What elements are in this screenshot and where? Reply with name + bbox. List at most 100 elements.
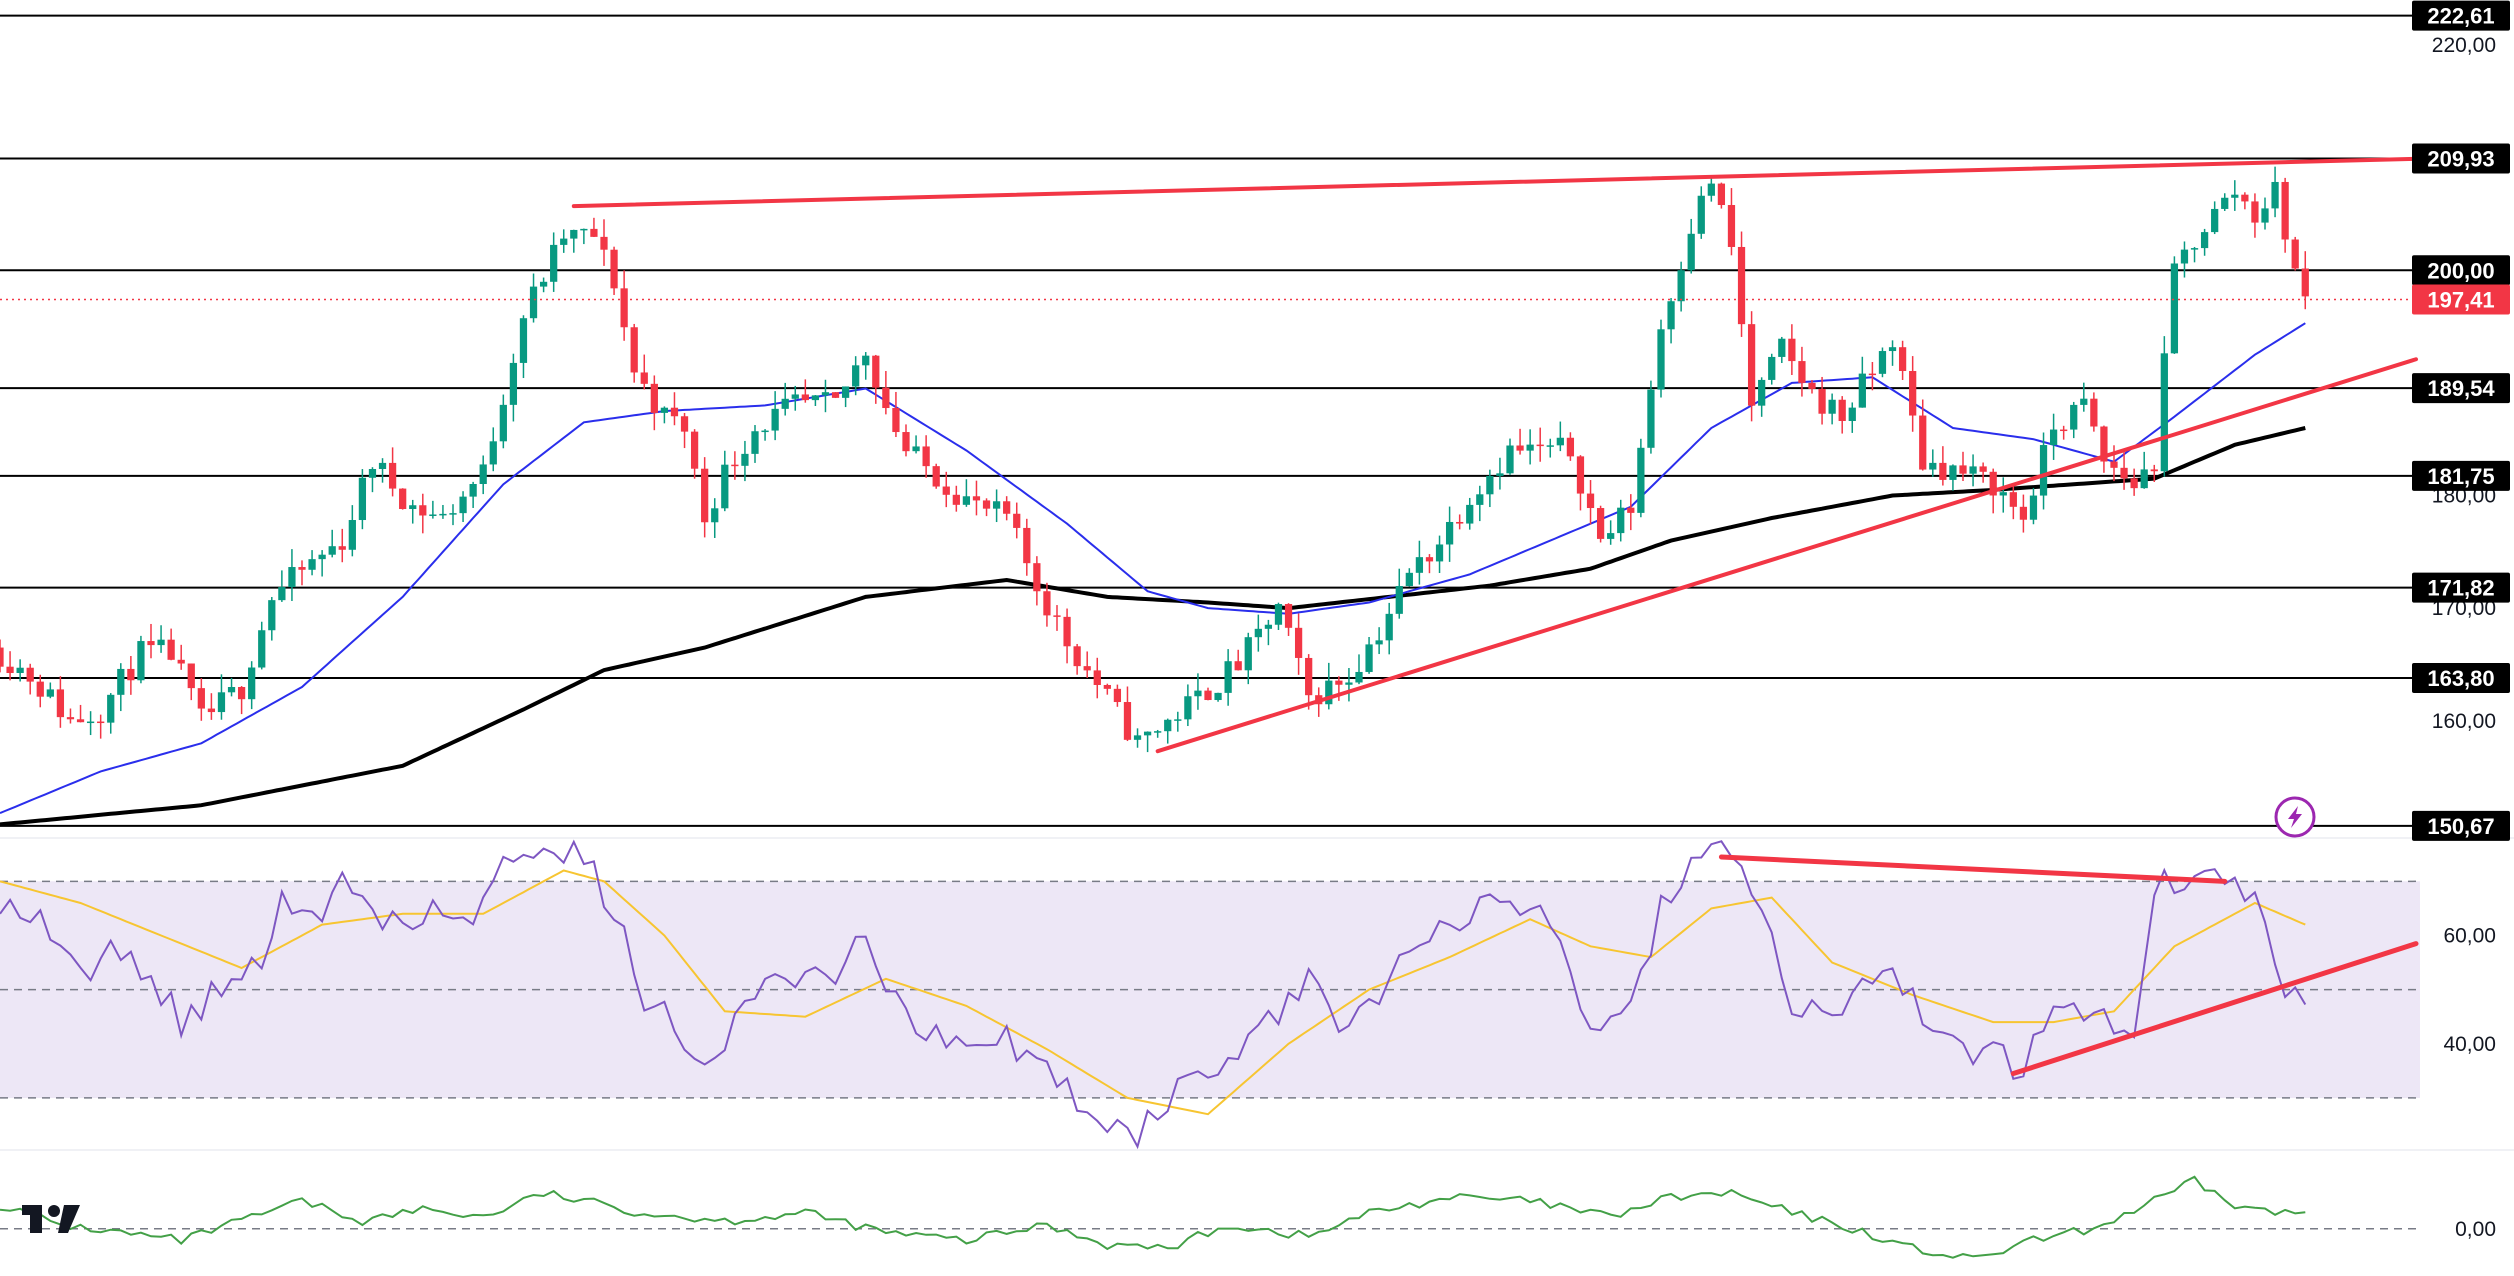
candle-body bbox=[409, 505, 417, 510]
candle bbox=[1365, 636, 1373, 674]
candle bbox=[2049, 413, 2058, 460]
candle-body bbox=[580, 228, 588, 231]
candle-body bbox=[2100, 426, 2108, 462]
candle bbox=[237, 686, 246, 715]
candle bbox=[1003, 496, 1011, 521]
candle bbox=[1576, 455, 1585, 511]
candle bbox=[1345, 668, 1353, 702]
candle bbox=[2100, 425, 2108, 473]
candle-body bbox=[1888, 347, 1897, 352]
candle-body bbox=[1778, 338, 1786, 357]
candle-body bbox=[982, 500, 991, 509]
candle-body bbox=[932, 466, 940, 487]
candle bbox=[1959, 451, 1967, 482]
candle bbox=[912, 435, 920, 454]
badge-background bbox=[2412, 255, 2510, 286]
candle bbox=[1425, 554, 1434, 574]
candle-body bbox=[1375, 640, 1383, 645]
candle-body bbox=[2080, 398, 2088, 405]
candle-body bbox=[2070, 404, 2078, 430]
candle-body bbox=[469, 484, 477, 497]
candle-body bbox=[1657, 329, 1665, 390]
candle-body bbox=[1466, 504, 1474, 524]
candle-body bbox=[1214, 692, 1222, 701]
candle bbox=[2080, 382, 2088, 412]
candlestick-series bbox=[0, 166, 2309, 753]
candle-body bbox=[1838, 399, 1846, 421]
candle-body bbox=[2060, 429, 2068, 432]
candle-body bbox=[882, 387, 890, 409]
candle bbox=[2180, 241, 2189, 278]
candle-body bbox=[1617, 507, 1625, 534]
candle bbox=[1516, 428, 1524, 455]
candle bbox=[862, 352, 870, 380]
candle-body bbox=[1576, 456, 1585, 494]
candle-body bbox=[2281, 181, 2289, 240]
candle bbox=[308, 550, 316, 576]
candle bbox=[1294, 613, 1303, 675]
candle-body bbox=[741, 453, 749, 466]
candle bbox=[761, 429, 769, 441]
candle-body bbox=[529, 286, 538, 319]
momentum-panel bbox=[0, 1175, 2420, 1259]
candle-body bbox=[36, 681, 44, 697]
candle bbox=[1415, 540, 1424, 585]
candle-body bbox=[2291, 239, 2299, 269]
candle-body bbox=[1526, 444, 1534, 451]
candle-body bbox=[1687, 233, 1695, 271]
candle bbox=[801, 379, 809, 403]
candle-body bbox=[680, 416, 689, 432]
candle bbox=[821, 379, 830, 413]
candle-body bbox=[550, 244, 558, 282]
candle-body bbox=[2019, 506, 2028, 520]
level-badge: 200,00 bbox=[2412, 255, 2510, 286]
candle bbox=[499, 394, 507, 449]
candle-body bbox=[2170, 263, 2179, 354]
candle bbox=[1456, 514, 1464, 530]
candle-body bbox=[781, 398, 789, 409]
candle-body bbox=[1959, 465, 1967, 474]
candle-body bbox=[1737, 246, 1746, 325]
candle-body bbox=[1123, 702, 1132, 740]
candle-body bbox=[308, 559, 316, 570]
price-tick-label: 170,00 bbox=[2432, 597, 2496, 620]
candle-body bbox=[117, 668, 125, 695]
rsi-tick-label: 40,00 bbox=[2443, 1033, 2496, 1056]
candle bbox=[328, 529, 336, 558]
candle bbox=[1466, 497, 1474, 530]
candle bbox=[1566, 432, 1575, 461]
candle-body bbox=[1727, 205, 1736, 247]
candle-body bbox=[1808, 382, 1816, 389]
candle-body bbox=[107, 694, 115, 723]
candle-body bbox=[801, 394, 809, 401]
candle bbox=[529, 273, 538, 323]
candle-body bbox=[2190, 248, 2199, 250]
candle bbox=[1687, 218, 1695, 274]
candle-body bbox=[1013, 513, 1021, 528]
candle bbox=[781, 382, 789, 416]
candle bbox=[1395, 568, 1403, 619]
candle-body bbox=[912, 446, 920, 452]
candle bbox=[1224, 649, 1232, 706]
candle bbox=[348, 505, 356, 557]
price-trendlines[interactable] bbox=[571, 156, 2418, 754]
candle bbox=[852, 356, 860, 396]
candle-body bbox=[248, 667, 256, 700]
candle-body bbox=[690, 431, 699, 469]
candle bbox=[2221, 193, 2229, 211]
candle bbox=[1113, 684, 1122, 707]
lightning-icon[interactable] bbox=[2274, 796, 2316, 838]
candle bbox=[388, 447, 397, 497]
candle-body bbox=[1476, 494, 1484, 505]
candle-body bbox=[952, 494, 960, 505]
candle-body bbox=[2231, 194, 2239, 198]
candle bbox=[841, 386, 850, 408]
candle bbox=[46, 682, 54, 699]
candle bbox=[1888, 340, 1897, 366]
candle bbox=[1768, 353, 1776, 385]
candle bbox=[419, 493, 427, 534]
candle-body bbox=[147, 641, 155, 646]
badge-label: 197,41 bbox=[2427, 287, 2494, 312]
candle bbox=[1949, 464, 1957, 491]
